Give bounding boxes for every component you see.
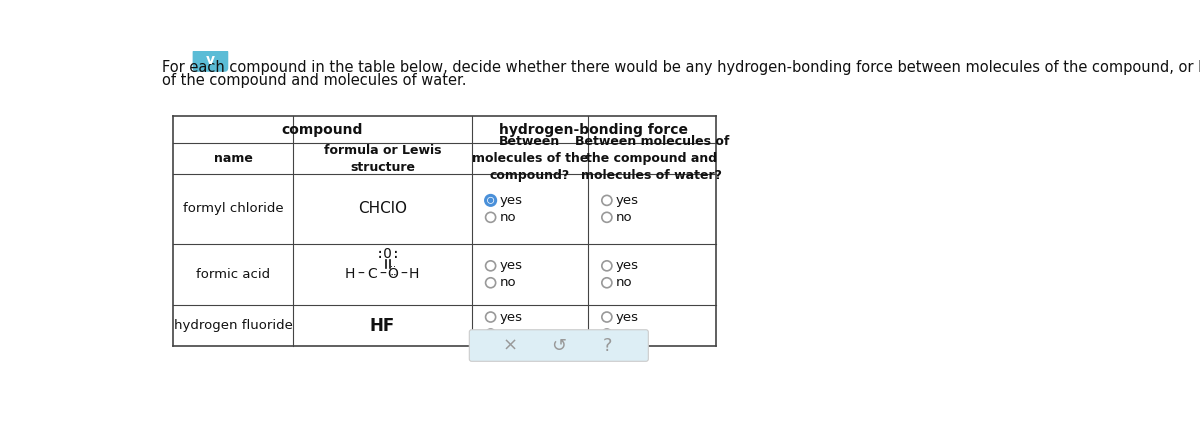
Circle shape: [602, 278, 612, 288]
Circle shape: [488, 198, 493, 203]
Text: hydrogen-bonding force: hydrogen-bonding force: [499, 123, 688, 137]
Text: :O:: :O:: [376, 247, 401, 261]
Text: yes: yes: [616, 259, 638, 272]
Circle shape: [486, 278, 496, 288]
Text: yes: yes: [499, 194, 522, 207]
FancyBboxPatch shape: [193, 49, 228, 72]
Text: no: no: [616, 276, 632, 289]
Text: hydrogen fluoride: hydrogen fluoride: [174, 319, 293, 332]
FancyBboxPatch shape: [469, 330, 648, 361]
Text: For each compound in the table below, decide whether there would be any hydrogen: For each compound in the table below, de…: [162, 60, 1200, 75]
Text: formula or Lewis
structure: formula or Lewis structure: [324, 144, 442, 174]
Text: no: no: [616, 328, 632, 340]
Circle shape: [486, 196, 496, 205]
Text: HF: HF: [370, 317, 395, 334]
Circle shape: [486, 312, 496, 322]
Text: –: –: [379, 267, 386, 281]
Circle shape: [602, 312, 612, 322]
Text: ··: ··: [390, 262, 396, 272]
Text: yes: yes: [616, 311, 638, 323]
Text: compound: compound: [282, 123, 364, 137]
Text: H: H: [408, 267, 419, 281]
Text: yes: yes: [616, 194, 638, 207]
Text: no: no: [499, 328, 516, 340]
Text: no: no: [499, 211, 516, 224]
Text: ?: ?: [602, 337, 612, 354]
Text: yes: yes: [499, 311, 522, 323]
Text: Between
molecules of the
compound?: Between molecules of the compound?: [472, 135, 588, 182]
Text: ¨: ¨: [389, 275, 396, 289]
Text: no: no: [499, 276, 516, 289]
Circle shape: [486, 261, 496, 271]
Text: name: name: [214, 152, 253, 165]
Text: O: O: [388, 267, 398, 281]
Circle shape: [486, 329, 496, 339]
Circle shape: [602, 212, 612, 222]
Text: v: v: [206, 53, 215, 67]
Text: of the compound and molecules of water.: of the compound and molecules of water.: [162, 74, 466, 88]
Text: ×: ×: [503, 337, 517, 354]
Text: C: C: [367, 267, 377, 281]
Text: yes: yes: [499, 259, 522, 272]
Text: no: no: [616, 211, 632, 224]
Text: ↺: ↺: [551, 337, 566, 354]
Circle shape: [602, 329, 612, 339]
Text: CHClO: CHClO: [358, 201, 407, 216]
Text: –: –: [358, 267, 365, 281]
Circle shape: [486, 212, 496, 222]
Circle shape: [602, 196, 612, 205]
Text: formic acid: formic acid: [197, 268, 270, 281]
Text: H: H: [344, 267, 355, 281]
Circle shape: [602, 261, 612, 271]
Text: Between molecules of
the compound and
molecules of water?: Between molecules of the compound and mo…: [575, 135, 730, 182]
Text: formyl chloride: formyl chloride: [182, 202, 283, 215]
Text: –: –: [400, 267, 407, 281]
